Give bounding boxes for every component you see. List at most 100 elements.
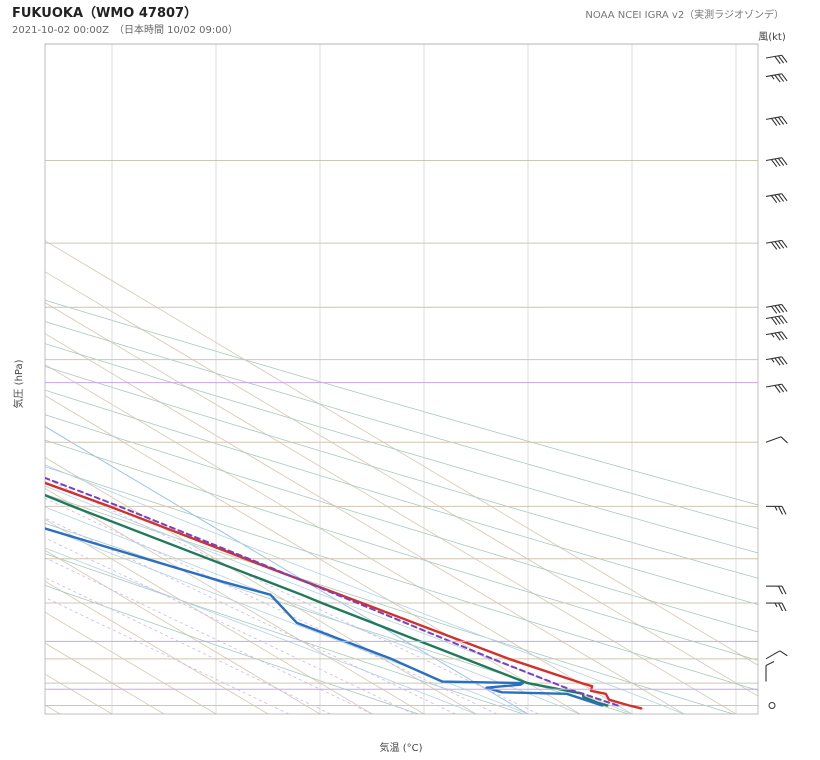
isotherm (45, 271, 758, 697)
barb-flag (781, 54, 788, 63)
barb-shaft (765, 303, 782, 308)
barb-shaft (765, 383, 782, 388)
isotherm (45, 580, 269, 714)
barb-shaft (765, 331, 782, 336)
barb-flag (777, 55, 785, 64)
wind-axis-label: 風(kt) (758, 31, 786, 43)
wind-barb (765, 54, 788, 64)
isotherm (45, 240, 758, 666)
barb-flag (781, 506, 787, 515)
temperature-line (45, 481, 643, 710)
wind-barb (765, 303, 788, 314)
barb-flag (770, 195, 778, 204)
barb-flag (781, 331, 788, 340)
barb-flag (774, 316, 781, 325)
barb-half-flag (770, 75, 775, 80)
barb-flag (777, 240, 785, 249)
moist-adiabat (45, 506, 581, 714)
wind-barb (766, 602, 787, 612)
dry-adiabat (45, 522, 630, 714)
barb-flag (777, 74, 785, 82)
wind-barb (766, 505, 787, 515)
plot-frame (44, 43, 759, 715)
dry-adiabat (45, 493, 735, 714)
barb-flag (781, 304, 788, 312)
barb-flag (777, 316, 785, 324)
barb-shaft (765, 157, 782, 162)
barb-shaft (765, 436, 782, 443)
barb-flag (777, 157, 785, 166)
isotherm (45, 549, 321, 714)
barb-flag (779, 650, 788, 657)
isotherm (45, 611, 217, 714)
dry-adiabat (45, 414, 758, 633)
barb-half-flag (774, 506, 778, 511)
wind-barb (765, 661, 775, 682)
dry-adiabat (45, 389, 758, 605)
barb-flag (781, 73, 788, 82)
barb-flag (781, 356, 788, 365)
grid (44, 43, 759, 715)
moist-adiabat (45, 464, 685, 714)
dry-adiabat (45, 365, 758, 579)
isotherm (45, 487, 425, 714)
moist-adiabat (45, 547, 477, 714)
barb-flag (774, 305, 781, 314)
barb-flag (781, 315, 788, 324)
dry-adiabat (45, 584, 420, 714)
background-lines (0, 44, 758, 714)
dry-adiabat (45, 553, 525, 714)
barb-flag (774, 74, 781, 83)
dry-adiabat (45, 439, 758, 661)
barb-flag (774, 158, 781, 167)
barb-flag (770, 305, 778, 314)
wind-barb (765, 116, 788, 126)
series-layer (45, 476, 643, 710)
barb-flag (774, 194, 781, 203)
dry-adiabat (45, 343, 758, 554)
barb-flag (781, 240, 788, 248)
barb-flag (774, 385, 781, 393)
barb-flag (774, 56, 781, 64)
wind-barb (765, 239, 788, 250)
isotherm (45, 518, 373, 714)
barb-flag (781, 383, 788, 392)
isotherm (45, 364, 633, 714)
wind-barb (765, 315, 788, 326)
barb-flag (774, 117, 781, 126)
barb-flag (781, 157, 788, 166)
wind-barb (765, 383, 788, 393)
calm-wind-marker (768, 702, 776, 710)
barb-shaft (765, 73, 782, 78)
wind-barb (765, 157, 788, 168)
dry-adiabat (45, 299, 758, 506)
parcel-line (45, 476, 619, 707)
barb-half-flag (770, 358, 775, 363)
wind-barb (765, 356, 788, 366)
wind-barb (765, 193, 788, 204)
barb-flag (777, 384, 785, 393)
barb-flag (770, 317, 778, 326)
barb-half-flag (770, 333, 775, 338)
barb-shaft (765, 650, 781, 660)
isotherm (45, 302, 737, 714)
barb-half-flag (774, 602, 778, 608)
wind-barb (765, 650, 788, 660)
isotherm (45, 395, 581, 714)
isotherm (45, 456, 477, 714)
barb-flag (777, 116, 785, 125)
mixing-ratio-line (45, 497, 497, 714)
barb-flag (774, 241, 781, 250)
barb-shaft (765, 54, 782, 59)
barb-flag (770, 241, 778, 250)
barb-flag (778, 506, 783, 515)
wind-barbs (765, 54, 788, 710)
isotherm (0, 44, 8, 714)
level-markers (45, 382, 758, 690)
mixing-ratio-line (45, 597, 289, 714)
barb-flag (781, 585, 787, 595)
isotherm (45, 704, 61, 714)
barb-shaft (765, 239, 782, 244)
barb-flag (777, 332, 785, 340)
